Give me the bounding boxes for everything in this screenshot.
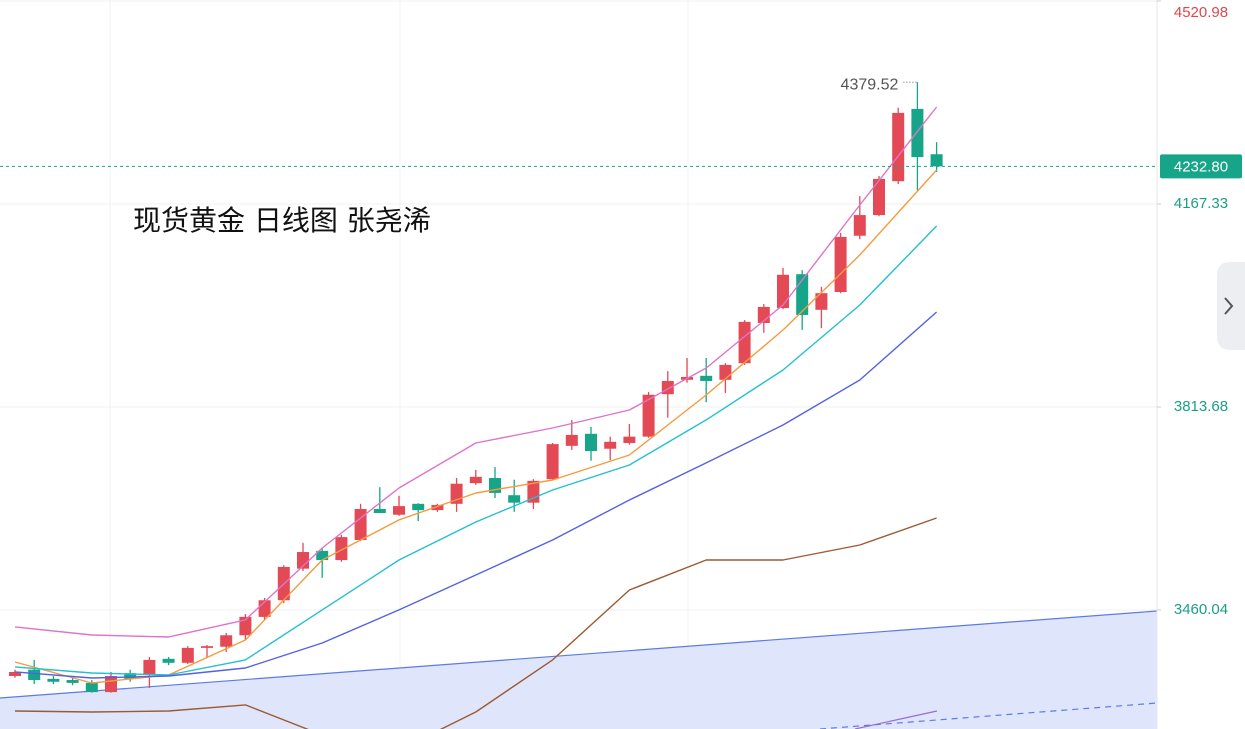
ma-line: [14, 517, 937, 729]
nav-chevron[interactable]: [1224, 297, 1234, 315]
nav-button[interactable]: [1217, 262, 1245, 350]
trend-line: [0, 610, 1157, 699]
candle-body: [777, 274, 789, 309]
candle-body: [143, 659, 156, 675]
candle-body: [28, 669, 41, 681]
candle-body: [469, 476, 482, 484]
candle-body: [911, 108, 924, 158]
candle-body: [220, 635, 233, 647]
y-tick-label: 3813.68: [1174, 398, 1228, 415]
indicator-line: [854, 710, 938, 729]
ma-line: [14, 225, 938, 676]
y-tick-label: 4520.98: [1174, 4, 1228, 21]
candle-body: [201, 646, 213, 648]
candle-body: [105, 676, 117, 693]
candle-body: [719, 364, 732, 380]
candle-body: [9, 672, 21, 677]
candle-body: [546, 444, 559, 480]
candle-body: [335, 537, 348, 561]
candle-body: [373, 508, 386, 513]
candle-body: [815, 293, 828, 310]
grid: [109, 0, 689, 729]
drawings: [0, 610, 1157, 729]
candle-body: [661, 380, 674, 395]
y-tick-label: 3460.04: [1174, 601, 1228, 618]
candle-body: [124, 673, 137, 679]
candle-body: [623, 436, 636, 443]
candle-body: [297, 552, 309, 569]
candle-body: [316, 550, 329, 561]
candle-body: [738, 321, 751, 364]
candle-body: [834, 236, 847, 293]
candle-body: [412, 503, 425, 511]
candle-body: [431, 504, 444, 511]
plot-area: [0, 0, 1157, 729]
candle-body: [181, 647, 194, 663]
candle-body: [239, 616, 252, 636]
candle-body: [853, 215, 866, 236]
y-tick-label: 4167.33: [1174, 195, 1228, 212]
ma-line: [14, 311, 938, 679]
candle-body: [508, 495, 521, 503]
y-axis: 4520.98 4167.33 3813.68 3460.04 4232.80: [1157, 0, 1242, 618]
ma-line: [14, 106, 938, 638]
candle-body: [642, 394, 655, 437]
candle-body: [354, 508, 367, 540]
candle-body: [700, 375, 713, 381]
candle-body: [85, 682, 98, 693]
candle-body: [892, 112, 905, 182]
last-price-label: 4232.80: [1174, 158, 1228, 175]
trend-channel: [0, 611, 1157, 729]
candle-body: [66, 680, 79, 683]
candle-body: [604, 441, 617, 449]
last-price-box: [1160, 154, 1242, 179]
chart-title: 现货黄金 日线图 张尧浠: [133, 204, 431, 237]
candle-body: [873, 178, 885, 216]
candle-body: [585, 433, 597, 452]
candle-body: [565, 434, 578, 446]
candle-body: [162, 658, 175, 663]
candle-body: [393, 506, 405, 515]
high-label: 4379.52: [841, 76, 899, 93]
candle-body: [930, 154, 943, 167]
candle-body: [47, 678, 60, 682]
